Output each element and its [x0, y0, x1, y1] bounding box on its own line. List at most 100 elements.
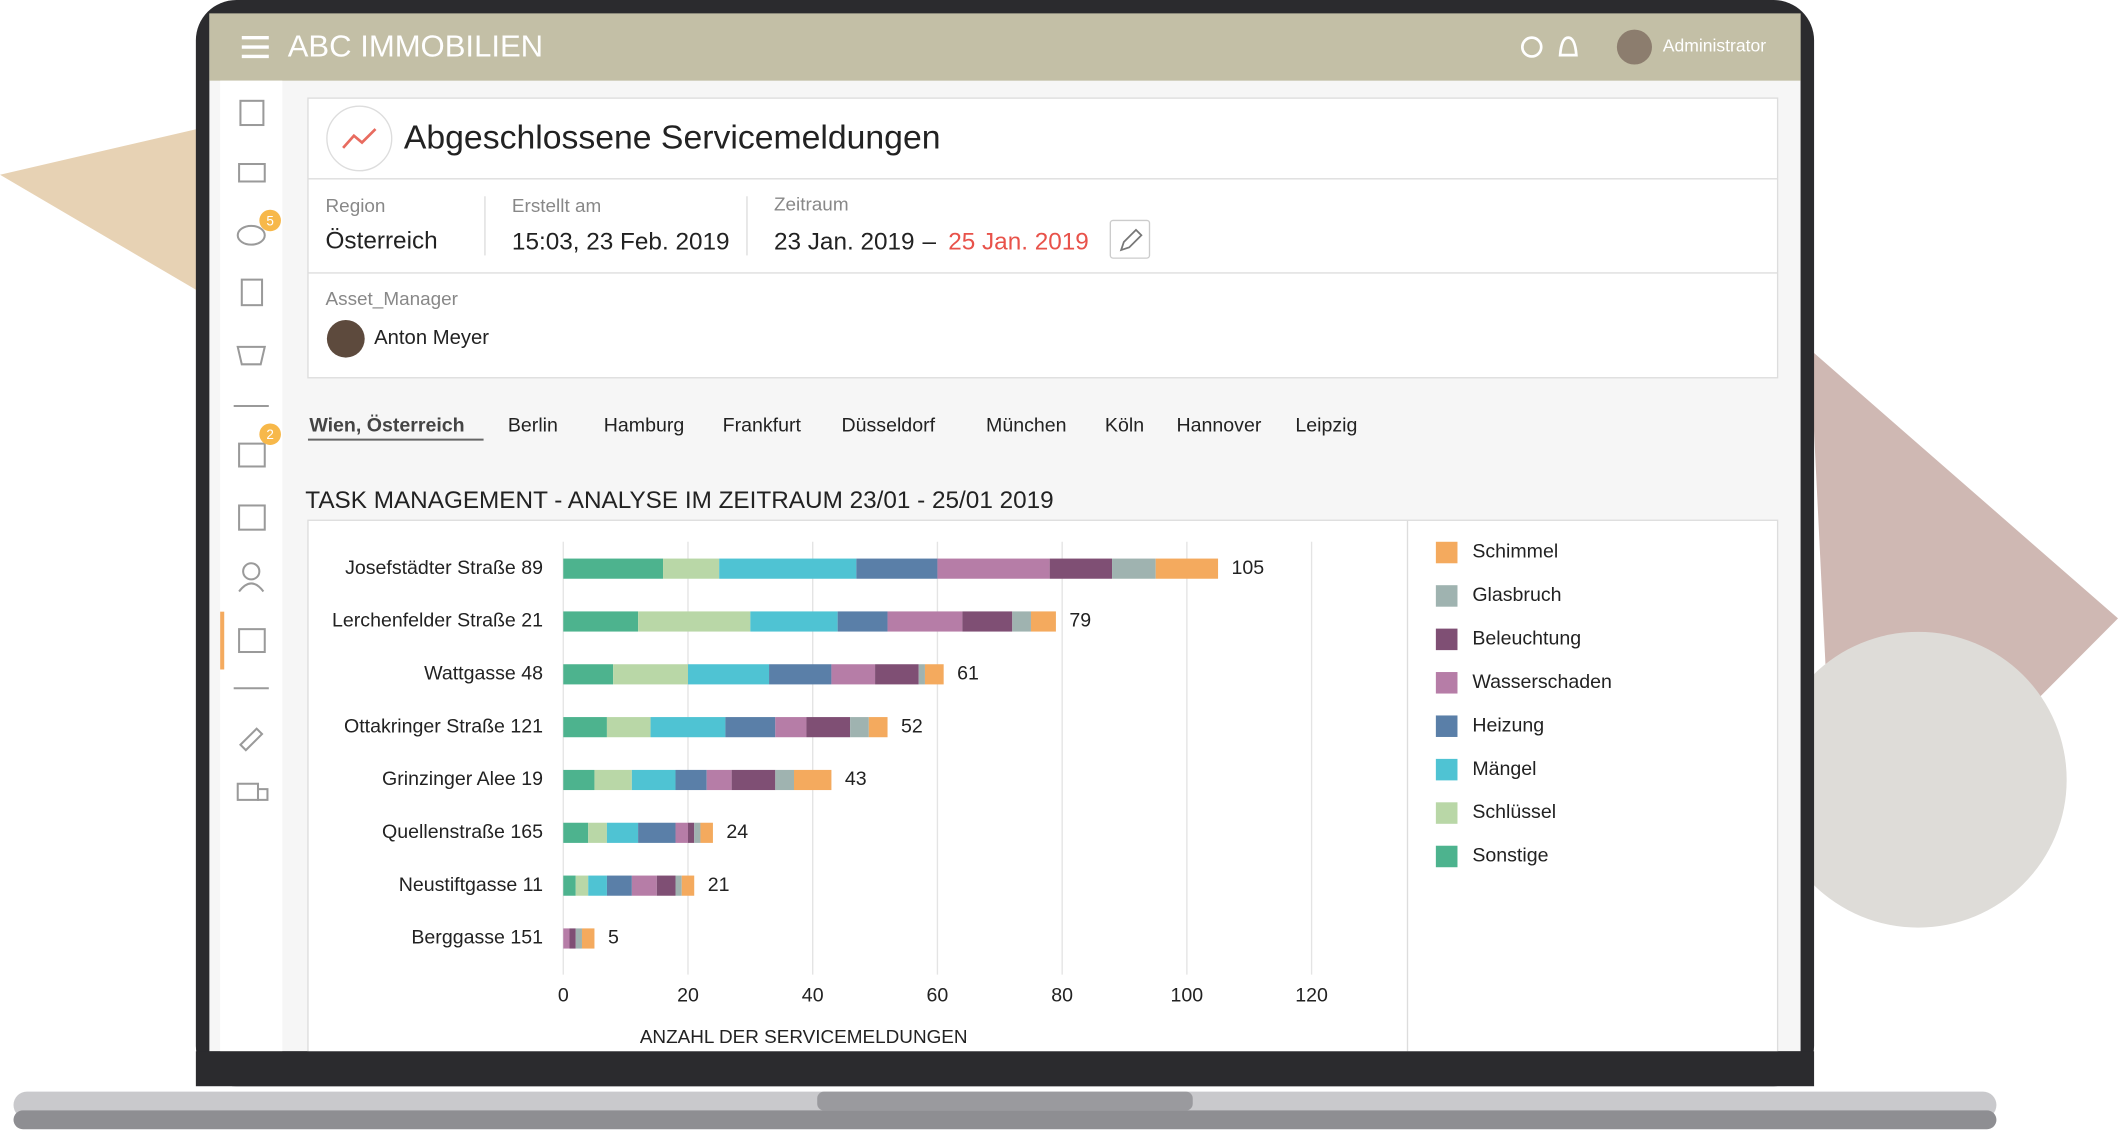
tab[interactable]: München: [986, 414, 1066, 436]
sidebar-icons[interactable]: [233, 99, 269, 801]
legend-label[interactable]: Glasbruch: [1472, 584, 1561, 606]
bar-segment: [887, 611, 963, 632]
chart-title: TASK MANAGEMENT - ANALYSE IM ZEITRAUM 23…: [305, 487, 1053, 514]
data-label: 24: [726, 821, 748, 843]
bar-segment: [563, 664, 614, 685]
legend-label[interactable]: Schlüssel: [1472, 801, 1556, 823]
legend-label[interactable]: Heizung: [1472, 714, 1544, 736]
bar-segment: [918, 664, 925, 685]
bar-segment: [563, 822, 589, 843]
bar-segment: [1112, 558, 1156, 579]
field-label: Zeitraum: [774, 194, 849, 215]
laptop-base-edge: [13, 1110, 1997, 1130]
data-label: 61: [957, 663, 979, 685]
legend-swatch[interactable]: [1435, 802, 1458, 824]
edit-icon: [1119, 228, 1143, 252]
bar-segment: [700, 822, 713, 843]
bar-segment: [663, 558, 720, 579]
screen-bezel: [195, 1051, 1815, 1087]
bar-segment: [650, 717, 726, 738]
legend-swatch[interactable]: [1435, 715, 1458, 737]
field-label: Erstellt am: [512, 195, 601, 216]
bar-segment: [606, 717, 651, 738]
bar-segment: [1049, 558, 1113, 579]
legend-label[interactable]: Beleuchtung: [1472, 628, 1581, 650]
bar-segment: [606, 822, 639, 843]
bar-segment: [937, 558, 1050, 579]
bar-segment: [563, 558, 664, 579]
legend-label[interactable]: Schimmel: [1472, 541, 1558, 563]
legend-label[interactable]: Mängel: [1472, 758, 1536, 780]
legend-swatch[interactable]: [1435, 672, 1458, 694]
y-tick-label: Lerchenfelder Straße 21: [332, 610, 543, 632]
bell-icon[interactable]: [1558, 36, 1578, 57]
bar-segment: [563, 928, 570, 949]
tab[interactable]: Düsseldorf: [842, 414, 936, 436]
bar-segment: [868, 717, 888, 738]
bar-segment: [588, 822, 607, 843]
user-name[interactable]: Administrator: [1663, 36, 1767, 56]
tab[interactable]: Hannover: [1177, 414, 1262, 436]
bar-segment: [656, 875, 676, 896]
legend-label[interactable]: Sonstige: [1472, 845, 1548, 867]
badge: [259, 209, 281, 232]
bar-segment: [731, 769, 776, 791]
bar-segment: [613, 664, 688, 685]
data-label: 79: [1069, 610, 1091, 632]
bar-segment: [575, 928, 582, 949]
legend-swatch[interactable]: [1435, 758, 1458, 781]
bar-segment: [1012, 611, 1031, 632]
bar-segment: [675, 875, 682, 896]
badge: [259, 423, 281, 445]
tab[interactable]: Leipzig: [1295, 414, 1357, 436]
tabs: Wien, Österreich Berlin Hamburg Frankfurt Dü…: [309, 413, 1357, 436]
menu-icon[interactable]: [241, 35, 269, 59]
bar-segment: [588, 875, 607, 896]
chart-card: [307, 519, 1779, 1059]
bar-segment: [687, 822, 695, 843]
legend-label[interactable]: Wasserschaden: [1472, 671, 1612, 693]
bar-segment: [794, 769, 832, 791]
x-tick-label: 40: [802, 984, 824, 1006]
tab[interactable]: Berlin: [508, 414, 558, 436]
bar-segment: [837, 611, 888, 632]
y-tick-label: Neustiftgasse 11: [399, 874, 543, 896]
search-icon[interactable]: [1520, 36, 1543, 58]
field-label: Region: [326, 195, 386, 216]
legend-swatch[interactable]: [1435, 585, 1458, 607]
field-value: Österreich: [326, 227, 438, 254]
laptop-notch: [817, 1091, 1193, 1111]
report-title: Abgeschlossene Servicemeldungen: [404, 120, 941, 157]
field-value: 15:03, 23 Feb. 2019: [512, 229, 730, 256]
x-axis-title: ANZAHL DER SERVICEMELDUNGEN: [640, 1026, 968, 1047]
bar-segment: [775, 769, 795, 791]
bar-segment: [606, 875, 632, 896]
tab[interactable]: Köln: [1105, 414, 1144, 436]
legend-swatch[interactable]: [1435, 845, 1458, 868]
bar-segment: [681, 875, 695, 896]
x-tick-label: 60: [927, 984, 949, 1006]
bar-segment: [856, 558, 938, 579]
bar-segment: [850, 717, 869, 738]
edit-button[interactable]: [1109, 219, 1151, 259]
period-separator: –: [923, 229, 937, 256]
bar-segment: [750, 611, 838, 632]
tab[interactable]: Wien, Österreich: [309, 413, 464, 436]
bar-segment: [706, 769, 732, 791]
x-tick-label: 0: [558, 984, 569, 1006]
tab[interactable]: Frankfurt: [723, 414, 802, 436]
legend-swatch[interactable]: [1435, 628, 1458, 651]
bar-segment: [725, 717, 776, 738]
legend-swatch[interactable]: [1435, 541, 1458, 564]
user-avatar[interactable]: [1616, 29, 1652, 65]
bar-segment: [769, 664, 832, 685]
bar-segment: [1155, 558, 1219, 579]
y-tick-label: Wattgasse 48: [424, 663, 543, 685]
data-label: 105: [1232, 557, 1265, 579]
tab[interactable]: Hamburg: [604, 414, 684, 436]
trend-icon-circle: [326, 105, 393, 172]
sidebar: [220, 80, 283, 1052]
bar-segment: [594, 769, 632, 791]
bar-segment: [638, 822, 676, 843]
